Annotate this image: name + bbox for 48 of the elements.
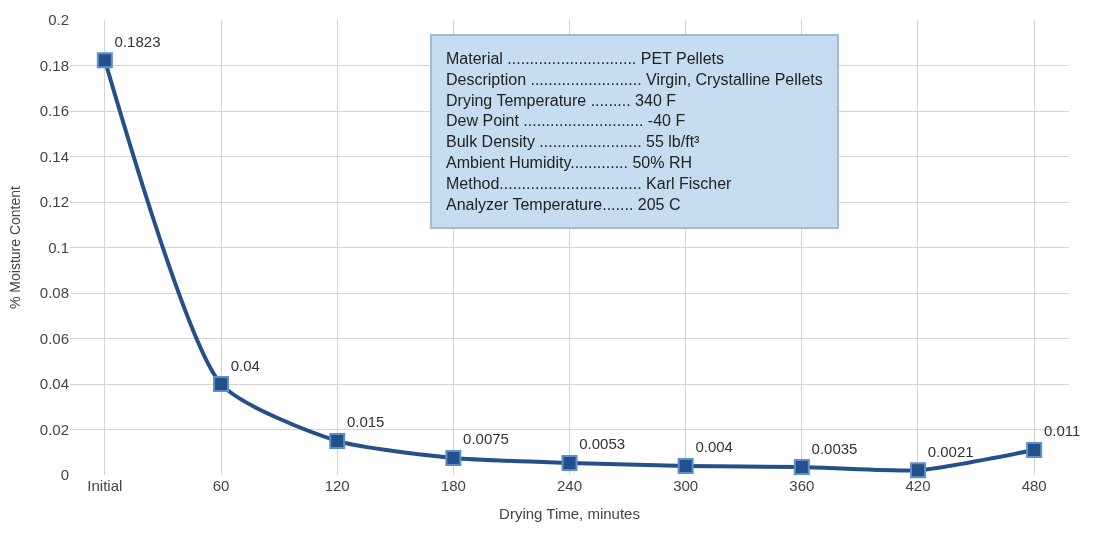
point bbox=[677, 457, 694, 474]
y-tick-label: 0.2 bbox=[48, 11, 69, 29]
y-tick-label: 0.1 bbox=[48, 238, 69, 256]
annotation: Ambient Humidity............. 50% RH bbox=[446, 154, 692, 171]
y-tick-label: 0.04 bbox=[39, 375, 69, 393]
data-label: 0.0021 bbox=[927, 442, 974, 460]
point bbox=[561, 454, 578, 471]
point bbox=[1026, 441, 1043, 458]
x-tick-label: 180 bbox=[440, 477, 466, 494]
data-label: 0.004 bbox=[695, 438, 733, 456]
x-tick-label: 300 bbox=[673, 477, 699, 494]
y-tick-label: 0.02 bbox=[39, 420, 69, 438]
x-tick-label: 120 bbox=[324, 477, 350, 494]
data-label: 0.04 bbox=[230, 356, 260, 374]
data-label: 0.1823 bbox=[114, 32, 161, 50]
annotation: Material ............................. PET Pellets bbox=[446, 50, 725, 67]
point bbox=[329, 432, 346, 449]
x-tick-label: 60 bbox=[212, 477, 230, 494]
annotation: Dew Point ........................... -40 F bbox=[446, 112, 686, 130]
y-tick-label: 0.06 bbox=[39, 329, 69, 347]
annotation: Method................................ Karl Fischer bbox=[446, 174, 733, 192]
data-label: 0.0075 bbox=[463, 430, 509, 448]
y-axis-title: % Moisture Content bbox=[7, 185, 24, 309]
x-tick-label: 480 bbox=[1021, 477, 1047, 494]
annotation: Bulk Density ....................... 55 lb/ft³ bbox=[446, 133, 701, 151]
y-tick-label: 0.08 bbox=[39, 284, 69, 302]
y-tick-label: 0.12 bbox=[39, 193, 69, 211]
x-tick-label: Initial bbox=[87, 477, 123, 494]
data-label: 0.0053 bbox=[579, 435, 626, 453]
data-label: 0.0035 bbox=[811, 439, 858, 457]
annotation: Description ......................... Virgin, Crystalline Pellets bbox=[446, 70, 823, 88]
x-axis-title: Drying Time, minutes bbox=[499, 505, 640, 522]
y-tick-label: 0.18 bbox=[39, 56, 69, 74]
x-tick-label: 420 bbox=[905, 477, 931, 494]
point bbox=[793, 459, 810, 476]
y-tick-label: 0 bbox=[60, 466, 69, 484]
y-tick-label: 0.14 bbox=[39, 147, 69, 165]
annotation: Analyzer Temperature....... 205 C bbox=[446, 195, 681, 213]
point bbox=[445, 449, 462, 466]
x-tick-label: 360 bbox=[789, 477, 815, 494]
point bbox=[96, 52, 113, 69]
data-label: 0.015 bbox=[346, 413, 385, 431]
data-label: 0.011 bbox=[1043, 422, 1081, 440]
point bbox=[213, 376, 230, 392]
y-tick-label: 0.16 bbox=[39, 102, 69, 120]
x-tick-label: 240 bbox=[556, 477, 583, 494]
point bbox=[909, 462, 926, 479]
annotation: Drying Temperature ......... 340 F bbox=[446, 91, 677, 109]
